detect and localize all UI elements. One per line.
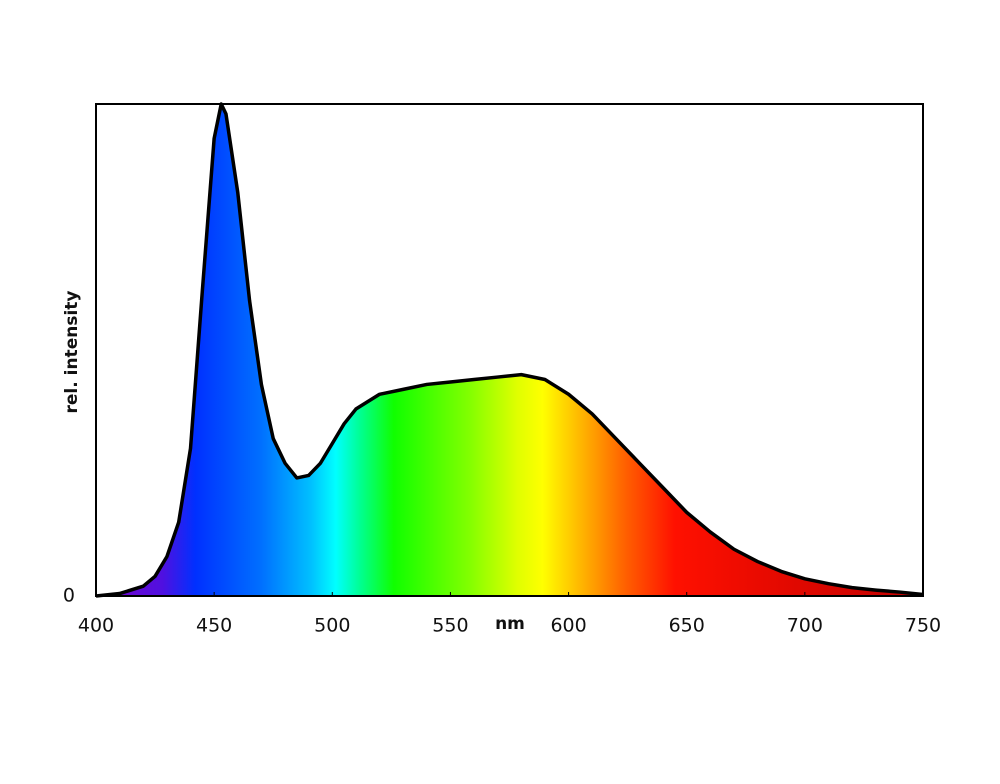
x-tick-label: 550	[432, 615, 468, 637]
x-tick-label: 400	[78, 615, 114, 637]
x-tick-label: 500	[314, 615, 350, 637]
y-axis-title: rel. intensity	[62, 291, 82, 414]
area-fill	[96, 104, 923, 596]
x-tick-label: 750	[905, 615, 941, 637]
x-tick-label: 450	[196, 615, 232, 637]
y-tick-label: 0	[63, 585, 75, 607]
x-tick-label: 700	[787, 615, 823, 637]
x-axis-title: nm	[495, 614, 525, 634]
plot-frame	[95, 103, 924, 597]
x-tick-label: 600	[550, 615, 586, 637]
x-tick-label: 650	[669, 615, 705, 637]
spectrum-line	[95, 102, 924, 598]
